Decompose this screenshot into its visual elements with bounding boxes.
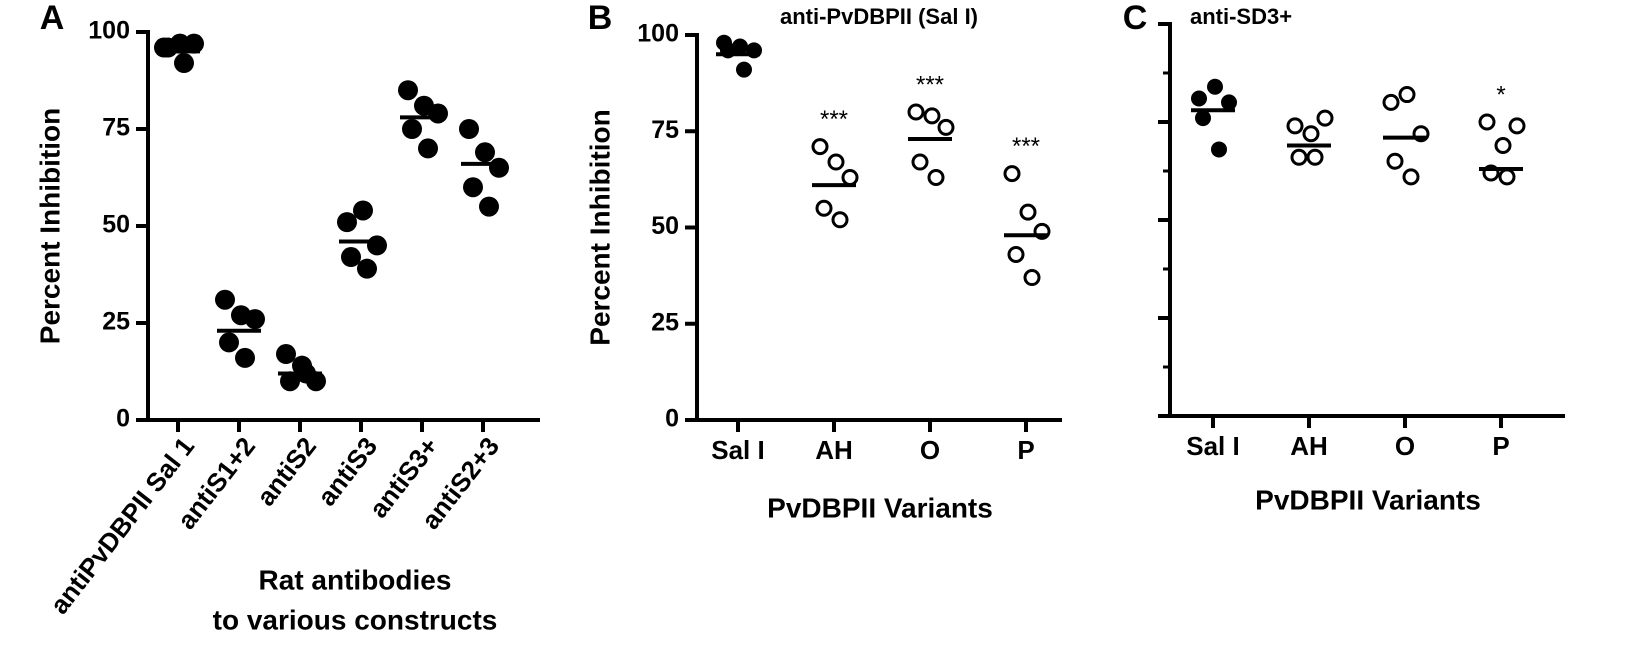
data-point [184, 33, 204, 54]
y-tick-label: 75 [651, 116, 679, 144]
data-point [158, 37, 178, 58]
x-tick-label: P [1017, 435, 1034, 465]
data-point [479, 196, 499, 217]
data-point [1478, 113, 1496, 131]
data-point [1498, 168, 1516, 186]
data-point [235, 347, 255, 368]
y-tick-label: 50 [651, 212, 679, 240]
data-point [927, 168, 945, 186]
data-point [1007, 245, 1025, 263]
data-point [337, 212, 357, 233]
panel-letter: C [1123, 0, 1148, 37]
panel-letter: B [588, 0, 613, 37]
data-point [732, 38, 748, 55]
y-tick-label: 75 [102, 114, 130, 142]
data-point [402, 119, 422, 139]
data-point [736, 61, 752, 78]
x-tick-label: Sal I [711, 435, 764, 465]
data-point [1207, 78, 1223, 95]
data-point [280, 371, 300, 392]
data-point [815, 199, 833, 217]
x-tick-label: AH [815, 435, 853, 465]
data-point [1195, 110, 1211, 127]
y-tick-label: 0 [665, 405, 679, 433]
data-point [367, 235, 387, 256]
data-point [1494, 137, 1512, 155]
y-tick-label: 100 [88, 17, 130, 45]
data-point [923, 107, 941, 125]
significance: *** [916, 71, 944, 98]
panel-title: anti-PvDBPII (Sal I) [780, 4, 978, 29]
data-point [937, 118, 955, 136]
x-tick-label: P [1492, 431, 1509, 461]
x-axis-title: PvDBPII Variants [1255, 484, 1481, 515]
panel-letter: A [40, 0, 65, 37]
data-point [1191, 90, 1207, 107]
data-point [245, 309, 265, 330]
data-point [276, 344, 296, 365]
data-point [911, 153, 929, 171]
x-tick-label: Sal I [1186, 431, 1239, 461]
data-point [341, 247, 361, 268]
data-point [215, 289, 235, 310]
data-point [841, 168, 859, 186]
data-point [1023, 269, 1041, 287]
data-point [398, 80, 418, 101]
data-point [357, 258, 377, 279]
panel-title: anti-SD3+ [1190, 4, 1292, 29]
data-point [475, 142, 495, 163]
y-tick-label: 100 [637, 20, 679, 48]
y-tick-label: 50 [102, 211, 130, 239]
data-point [489, 157, 509, 178]
data-point [811, 138, 829, 156]
x-axis-title: Rat antibodies [259, 564, 452, 595]
data-point [1290, 148, 1308, 166]
data-point [1508, 117, 1526, 135]
data-point [1003, 165, 1021, 183]
x-axis-title: to various constructs [213, 604, 498, 635]
x-tick-label: antiPvDBPII Sal 1 [44, 431, 200, 619]
data-point [1382, 93, 1400, 111]
data-point [1211, 141, 1227, 158]
data-point [1316, 109, 1334, 127]
x-tick-label: AH [1290, 431, 1328, 461]
data-point [459, 119, 479, 139]
data-point [1286, 117, 1304, 135]
data-point [428, 103, 448, 124]
data-point [463, 177, 483, 198]
y-tick-label: 25 [651, 308, 679, 336]
significance: * [1496, 81, 1505, 108]
x-tick-label: O [1395, 431, 1415, 461]
y-axis-title: Percent Inhibition [584, 109, 615, 345]
x-axis-title: PvDBPII Variants [767, 492, 993, 523]
y-tick-label: 0 [116, 405, 130, 433]
data-point [1306, 148, 1324, 166]
x-tick-label: O [920, 435, 940, 465]
data-point [1302, 125, 1320, 143]
x-tick-label: antiS2 [250, 431, 322, 511]
data-point [1398, 86, 1416, 104]
y-axis-title: Percent Inhibition [34, 108, 65, 344]
significance: *** [1012, 133, 1040, 160]
data-point [831, 211, 849, 229]
data-point [219, 332, 239, 353]
data-point [1019, 203, 1037, 221]
data-point [1402, 168, 1420, 186]
data-point [418, 138, 438, 159]
data-point [827, 153, 845, 171]
data-point [353, 200, 373, 221]
data-point [1386, 152, 1404, 170]
data-point [174, 53, 194, 74]
data-point [1221, 94, 1237, 111]
y-tick-label: 25 [102, 308, 130, 336]
significance: *** [820, 106, 848, 133]
data-point [907, 103, 925, 121]
